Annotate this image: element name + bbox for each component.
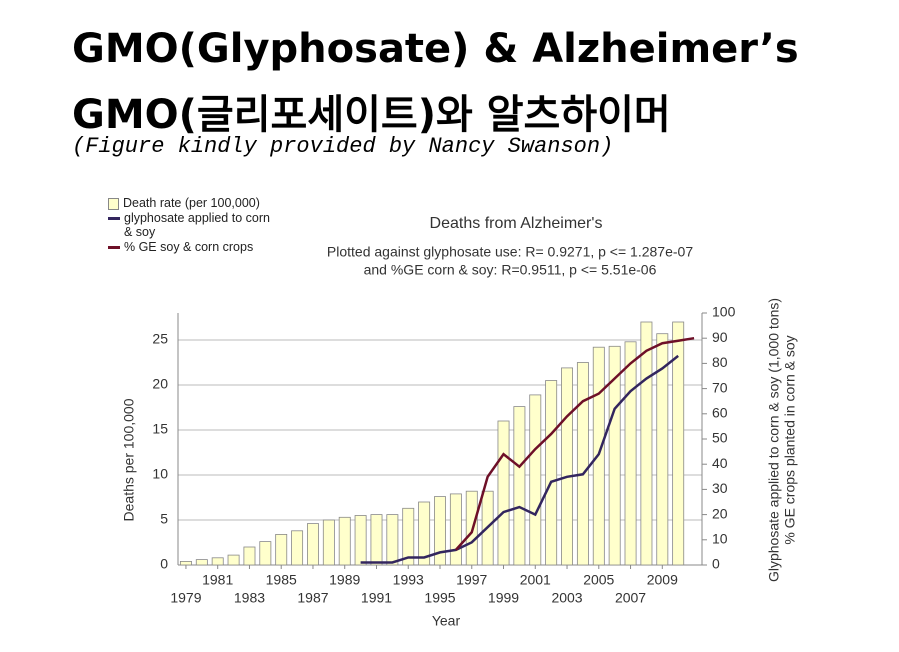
line bbox=[454, 336, 695, 551]
legend-item: glyphosate applied to corn & soy bbox=[108, 211, 272, 239]
chart-subtitle: and %GE corn & soy: R=0.9511, p <= 5.51e… bbox=[364, 262, 657, 278]
legend-label: Death rate (per 100,000) bbox=[123, 196, 260, 210]
slide-title: GMO(Glyphosate) & Alzheimer’s bbox=[72, 26, 799, 72]
x-tick-label: 1985 bbox=[266, 572, 297, 588]
y2-tick-label: 40 bbox=[712, 455, 728, 471]
bar bbox=[672, 321, 685, 566]
legend-label: glyphosate applied to corn & soy bbox=[124, 211, 270, 239]
bar bbox=[354, 515, 367, 566]
slide-title: GMO(글리포세이트)와 알츠하이머 bbox=[72, 92, 671, 138]
y2-axis-label: Glyphosate applied to corn & soy (1,000 … bbox=[766, 298, 782, 582]
bar bbox=[418, 501, 431, 566]
y2-axis-label: % GE crops planted in corn & soy bbox=[782, 335, 798, 544]
y2-tick-label: 0 bbox=[712, 556, 720, 572]
x-tick-label: 2001 bbox=[520, 572, 551, 588]
bar bbox=[545, 380, 558, 566]
bar bbox=[449, 493, 462, 566]
y2-tick-label: 30 bbox=[712, 480, 728, 496]
legend-swatch bbox=[108, 246, 120, 249]
bar bbox=[497, 420, 510, 566]
bar bbox=[656, 333, 669, 566]
bar bbox=[561, 367, 573, 566]
bar bbox=[386, 514, 399, 566]
legend-label: % GE soy & corn crops bbox=[124, 240, 254, 254]
bar bbox=[243, 546, 256, 566]
x-tick-label: 1983 bbox=[234, 590, 265, 606]
y-tick-label: 15 bbox=[152, 421, 168, 437]
legend-swatch bbox=[108, 198, 119, 210]
x-tick-label: 1991 bbox=[361, 590, 392, 606]
bar bbox=[338, 516, 351, 566]
bar bbox=[307, 523, 319, 566]
line bbox=[360, 354, 679, 564]
bar bbox=[608, 345, 621, 566]
bar bbox=[322, 519, 335, 566]
legend-swatch bbox=[108, 217, 120, 220]
legend-item: % GE soy & corn crops bbox=[108, 240, 272, 254]
bar bbox=[576, 362, 589, 566]
x-tick-label: 1999 bbox=[488, 590, 519, 606]
bar bbox=[529, 394, 542, 566]
legend: Death rate (per 100,000) glyphosate appli… bbox=[108, 196, 272, 255]
y2-tick-label: 10 bbox=[712, 531, 728, 547]
y-tick-label: 10 bbox=[152, 466, 168, 482]
bar bbox=[259, 541, 272, 566]
bar bbox=[211, 557, 224, 566]
bar bbox=[624, 341, 637, 566]
x-tick-label: 2005 bbox=[583, 572, 614, 588]
credit: (Figure kindly provided by Nancy Swanson… bbox=[72, 134, 614, 159]
y2-tick-label: 70 bbox=[712, 379, 728, 395]
x-tick-label: 1989 bbox=[329, 572, 360, 588]
x-tick-label: 1979 bbox=[170, 590, 201, 606]
x-tick-label: 1987 bbox=[297, 590, 328, 606]
x-tick-label: 2007 bbox=[615, 590, 646, 606]
bar bbox=[275, 534, 288, 566]
bar bbox=[179, 561, 192, 566]
y2-tick-label: 100 bbox=[712, 304, 736, 320]
y2-tick-label: 60 bbox=[712, 405, 728, 421]
bar bbox=[227, 554, 240, 566]
x-axis-label: Year bbox=[432, 613, 461, 629]
y-axis-label: Deaths per 100,000 bbox=[121, 398, 137, 521]
bar bbox=[402, 507, 415, 566]
x-tick-label: 1995 bbox=[424, 590, 455, 606]
chart-title: Deaths from Alzheimer's bbox=[430, 215, 603, 232]
x-tick-label: 1981 bbox=[202, 572, 233, 588]
y-tick-label: 5 bbox=[160, 511, 168, 527]
bar bbox=[434, 496, 446, 566]
x-tick-label: 1997 bbox=[456, 572, 487, 588]
y2-tick-label: 50 bbox=[712, 430, 728, 446]
y2-tick-label: 80 bbox=[712, 354, 728, 370]
bar bbox=[370, 514, 383, 566]
bar bbox=[513, 406, 526, 566]
y-tick-label: 0 bbox=[160, 556, 168, 572]
y-tick-label: 25 bbox=[152, 331, 168, 347]
x-tick-label: 2009 bbox=[647, 572, 678, 588]
chart-subtitle: Plotted against glyphosate use: R= 0.927… bbox=[327, 244, 693, 260]
legend-item: Death rate (per 100,000) bbox=[108, 196, 272, 210]
y-tick-label: 20 bbox=[152, 376, 168, 392]
bar bbox=[640, 321, 653, 566]
x-tick-label: 1993 bbox=[393, 572, 424, 588]
bar bbox=[291, 530, 304, 566]
x-tick-label: 2003 bbox=[551, 590, 582, 606]
y2-tick-label: 20 bbox=[712, 505, 728, 521]
y2-tick-label: 90 bbox=[712, 329, 728, 345]
bar bbox=[195, 559, 208, 566]
